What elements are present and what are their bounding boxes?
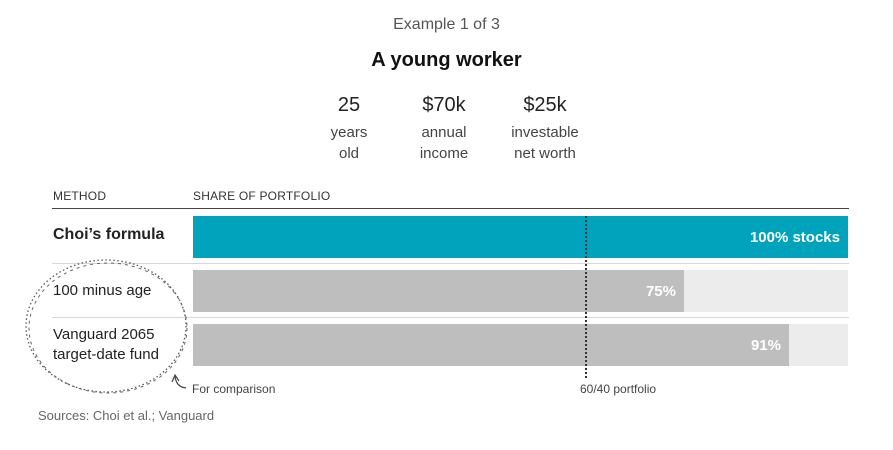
stat-net-worth-value: $25k (523, 94, 567, 116)
stat-income: $70k annual income (389, 92, 499, 164)
example-counter: Example 1 of 3 (393, 16, 500, 33)
stat-net-worth: $25k investable net worth (490, 92, 600, 164)
method-label-100-minus-age: 100 minus age (53, 282, 152, 299)
stat-income-label-line1: annual (421, 124, 467, 141)
stat-income-label: annual income (389, 122, 499, 164)
method-label-vanguard-line2: target-date fund (53, 346, 159, 363)
stat-age: 25 years old (294, 92, 404, 164)
stat-income-value: $70k (422, 94, 466, 116)
header-divider (52, 208, 849, 209)
bar-track-choi: 100% stocks (193, 216, 848, 258)
sources-note: Sources: Choi et al.; Vanguard (38, 408, 215, 423)
bar-vanguard (193, 324, 789, 366)
chart-title: A young worker (371, 49, 522, 71)
stat-age-value: 25 (337, 94, 361, 116)
bar-track-vanguard: 91% (193, 324, 848, 366)
hand-drawn-circle (25, 259, 187, 393)
stat-income-label-line2: income (419, 145, 469, 162)
stat-net-worth-label: investable net worth (490, 122, 600, 164)
stat-age-label-line2: old (338, 145, 360, 162)
bar-value-label-100-minus-age: 75% (645, 282, 676, 300)
bar-100-minus-age (193, 270, 684, 312)
column-header-share: SHARE OF PORTFOLIO (193, 189, 331, 203)
row-divider (52, 317, 849, 318)
row-divider (52, 263, 849, 264)
reference-line-60-40 (585, 216, 587, 378)
bar-value-label-choi: 100% stocks (749, 228, 840, 246)
method-label-choi: Choi’s formula (53, 226, 165, 243)
stat-net-worth-label-line1: investable (511, 124, 579, 141)
stat-age-label-line1: years (330, 124, 368, 141)
bar-track-100-minus-age: 75% (193, 270, 848, 312)
reference-line-label: 60/40 portfolio (580, 382, 657, 396)
annotation-for-comparison: For comparison (192, 382, 276, 396)
annotation-circle (25, 259, 188, 394)
annotation-arrowhead-icon (171, 373, 180, 383)
bar-value-label-vanguard: 91% (750, 336, 781, 354)
method-label-vanguard: Vanguard 2065 target-date fund (53, 325, 159, 365)
stat-age-label: years old (294, 122, 404, 164)
bar-choi (193, 216, 848, 258)
method-label-vanguard-line1: Vanguard 2065 (53, 326, 155, 343)
stat-net-worth-label-line2: net worth (514, 145, 576, 162)
column-header-method: METHOD (53, 189, 107, 203)
hand-drawn-circle-second-stroke (28, 262, 188, 394)
annotation-arrow (174, 375, 187, 389)
